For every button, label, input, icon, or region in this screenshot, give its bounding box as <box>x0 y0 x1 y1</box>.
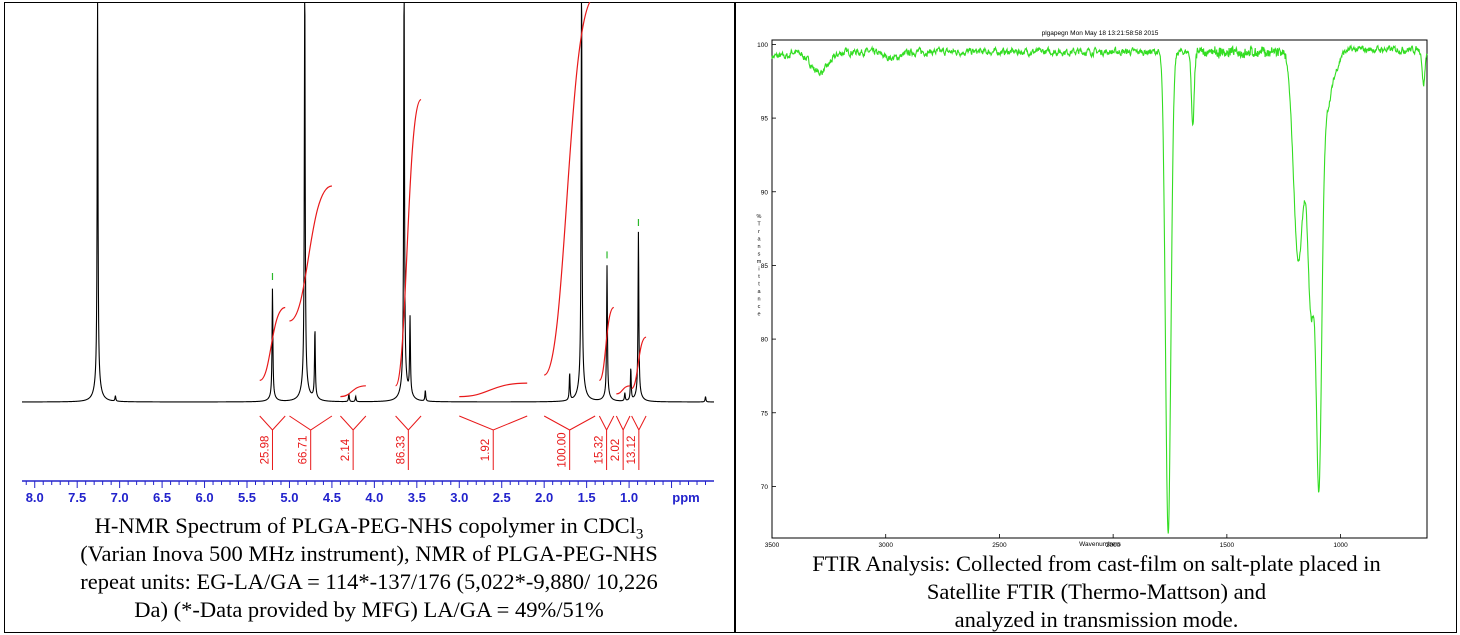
ftir-x-tick-label: 1500 <box>1220 542 1235 547</box>
ftir-y-tick-label: 80 <box>761 337 769 344</box>
ftir-y-tick-label: 75 <box>761 410 769 417</box>
nmr-integral-curve <box>289 185 333 322</box>
ftir-x-tick-label: 2500 <box>992 542 1007 547</box>
nmr-integral-curve <box>631 336 647 390</box>
ftir-y-tick-label: 70 <box>761 484 769 491</box>
nmr-x-tick-label: 8.0 <box>26 490 44 505</box>
nmr-x-tick-label: 7.5 <box>68 490 86 505</box>
ftir-x-axis-label: Wavenumbers <box>1079 541 1121 547</box>
nmr-x-axis-label: ppm <box>672 490 699 505</box>
panel-divider <box>734 2 736 633</box>
nmr-integral-curve <box>395 99 422 387</box>
nmr-x-tick-label: 3.0 <box>450 490 468 505</box>
ftir-y-tick-label: 90 <box>761 189 769 196</box>
nmr-x-tick-label: 4.0 <box>365 490 383 505</box>
nmr-caption-line-1: H-NMR Spectrum of PLGA-PEG-NHS copolymer… <box>94 513 644 543</box>
nmr-integral-bracket <box>395 415 422 470</box>
nmr-integral-curve <box>259 306 286 381</box>
ftir-y-tick-label: 95 <box>761 116 769 123</box>
nmr-x-tick-label: 6.0 <box>196 490 214 505</box>
nmr-spectrum-line <box>22 1 714 403</box>
ftir-panel: plgapegn Mon May 18 13:21:58:58 2015 100 9… <box>736 2 1457 633</box>
ftir-x-tick-label: 2000 <box>1106 542 1121 547</box>
nmr-integral-label: 13.12 <box>626 436 638 465</box>
nmr-integral-label: 2.02 <box>610 439 622 461</box>
nmr-integral-bracket <box>598 415 615 470</box>
nmr-chart: 25.98 66.71 2.14 86.33 1.92 100.00 15.32 2.02 13… <box>22 0 714 505</box>
nmr-caption-line-4: Da) (*-Data provided by MFG) LA/GA = 49%… <box>134 597 604 622</box>
ftir-caption-line-3: analyzed in transmission mode. <box>954 607 1239 632</box>
nmr-x-tick-label: 4.5 <box>323 490 341 505</box>
nmr-integral-label: 2.14 <box>340 438 352 461</box>
nmr-integral-label: 1.92 <box>480 439 492 461</box>
nmr-integral-curve <box>598 306 615 381</box>
nmr-x-tick-label: 5.5 <box>238 490 256 505</box>
ftir-title: plgapegn Mon May 18 13:21:58:58 2015 <box>1042 30 1159 37</box>
nmr-integral-curve <box>543 0 592 376</box>
nmr-integral-bracket <box>459 415 528 470</box>
nmr-integral-bracket <box>340 415 367 470</box>
nmr-integral-label: 86.33 <box>395 436 407 465</box>
nmr-x-tick-label: 2.5 <box>493 490 511 505</box>
nmr-caption-line-3: repeat units: EG-LA/GA = 114*-137/176 (5… <box>80 569 658 594</box>
nmr-x-tick-label: 2.0 <box>535 490 553 505</box>
nmr-x-tick-label: 1.0 <box>620 490 638 505</box>
nmr-integral-bracket <box>543 415 596 470</box>
figure-frame <box>4 2 1457 633</box>
nmr-integral-label: 25.98 <box>259 436 271 465</box>
nmr-integral-bracket <box>615 415 631 470</box>
nmr-x-tick-label: 6.5 <box>153 490 171 505</box>
ftir-caption: FTIR Analysis: Collected from cast-film … <box>736 550 1457 634</box>
nmr-integral-curve <box>616 385 631 395</box>
nmr-integral-label: 100.00 <box>557 432 569 467</box>
ftir-y-tick-label: 85 <box>761 263 769 270</box>
ftir-x-tick-label: 1000 <box>1333 542 1348 547</box>
nmr-x-tick-label: 7.0 <box>111 490 129 505</box>
ftir-plot-frame <box>771 39 1428 539</box>
ftir-chart: plgapegn Mon May 18 13:21:58:58 2015 100 9… <box>757 30 1428 549</box>
nmr-panel: 25.98 66.71 2.14 86.33 1.92 100.00 15.32 2.02 13… <box>4 0 734 633</box>
nmr-caption: H-NMR Spectrum of PLGA-PEG-NHS copolymer… <box>4 512 734 624</box>
nmr-integral-bracket <box>259 415 286 470</box>
ftir-spectrum-line <box>771 44 1428 534</box>
ftir-y-tick-label: 100 <box>757 42 768 49</box>
nmr-integral-curve <box>459 382 528 398</box>
nmr-integral-label: 15.32 <box>594 436 606 465</box>
nmr-x-tick-label: 1.5 <box>578 490 596 505</box>
ftir-x-tick-label: 3000 <box>878 542 893 547</box>
nmr-x-tick-label: 3.5 <box>408 490 426 505</box>
ftir-caption-line-1: FTIR Analysis: Collected from cast-film … <box>812 551 1381 576</box>
nmr-integral-bracket <box>289 415 333 470</box>
nmr-x-tick-label: 5.0 <box>280 490 298 505</box>
nmr-integral-bracket <box>631 415 647 470</box>
ftir-x-tick-label: 3500 <box>765 542 780 547</box>
ftir-caption-line-2: Satellite FTIR (Thermo-Mattson) and <box>926 579 1267 604</box>
nmr-caption-line-2: (Varian Inova 500 MHz instrument), NMR o… <box>80 541 658 566</box>
nmr-integral-curve <box>340 385 366 398</box>
nmr-integral-label: 66.71 <box>298 436 310 465</box>
